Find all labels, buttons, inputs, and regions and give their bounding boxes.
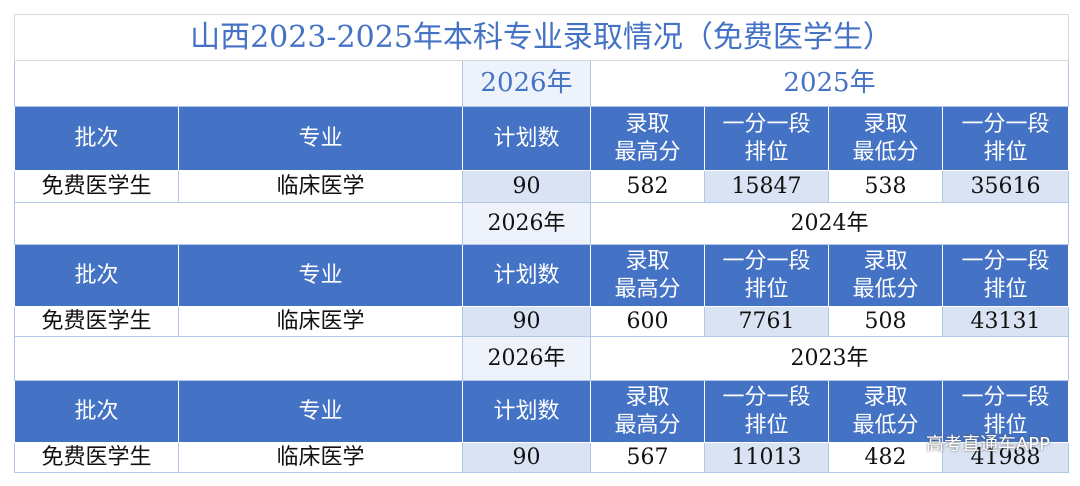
year-row: 2026年 2024年: [14, 202, 1070, 245]
empty-cell: [14, 202, 463, 245]
header-line: 排位: [744, 139, 789, 165]
column-header: 专业: [178, 380, 463, 443]
data-row: 免费医学生 临床医学 90 582 15847 538 35616: [14, 170, 1070, 203]
column-header: 录取 最高分: [590, 380, 705, 443]
data-cell: 临床医学: [178, 306, 463, 337]
column-header: 批次: [14, 380, 179, 443]
header-line: 专业: [298, 398, 343, 424]
header-line: 最低分: [852, 276, 919, 302]
header-line: 计划数: [493, 262, 560, 288]
column-header: 计划数: [462, 244, 591, 307]
column-header: 批次: [14, 106, 179, 171]
data-cell: 582: [590, 170, 705, 203]
admission-year: 2024年: [589, 202, 1070, 245]
data-cell: 15847: [704, 170, 829, 203]
plan-year: 2026年: [462, 336, 591, 381]
column-header: 批次: [14, 244, 179, 307]
column-header: 专业: [178, 106, 463, 171]
table-title: 山西2023-2025年本科专业录取情况（免费医学生）: [13, 14, 1070, 61]
header-row: 批次 专业 计划数 录取 最高分 一分一段 排位 录取 最低分 一分一段 排位: [14, 380, 1070, 443]
data-cell: 508: [828, 306, 943, 337]
data-cell: 免费医学生: [14, 306, 179, 337]
column-header: 一分一段 排位: [941, 380, 1070, 443]
data-cell: 482: [828, 442, 943, 473]
header-line: 专业: [298, 125, 343, 151]
data-cell: 567: [590, 442, 705, 473]
data-cell: 90: [462, 442, 591, 473]
header-line: 一分一段: [961, 249, 1050, 274]
header-line: 录取: [863, 112, 908, 137]
plan-year: 2026年: [462, 60, 591, 107]
empty-cell: [14, 60, 463, 107]
data-row: 免费医学生 临床医学 90 600 7761 508 43131: [14, 306, 1070, 337]
header-line: 专业: [298, 262, 343, 288]
header-line: 一分一段: [961, 112, 1050, 137]
column-header: 一分一段 排位: [704, 380, 829, 443]
data-cell: 41988: [941, 442, 1070, 473]
data-cell: 90: [462, 306, 591, 337]
data-cell: 临床医学: [178, 442, 463, 473]
column-header: 录取 最高分: [590, 106, 705, 171]
column-header: 录取 最高分: [590, 244, 705, 307]
column-header: 一分一段 排位: [941, 106, 1070, 171]
column-header: 一分一段 排位: [941, 244, 1070, 307]
data-cell: 538: [828, 170, 943, 203]
column-header: 录取 最低分: [828, 244, 943, 307]
admission-year: 2023年: [589, 336, 1070, 381]
data-cell: 11013: [704, 442, 829, 473]
column-header: 录取 最低分: [828, 380, 943, 443]
header-line: 最低分: [852, 139, 919, 165]
admission-year: 2025年: [589, 60, 1070, 107]
header-line: 录取: [863, 249, 908, 274]
header-line: 录取: [863, 385, 908, 410]
year-row: 2026年 2023年: [14, 336, 1070, 381]
header-line: 计划数: [493, 125, 560, 151]
header-row: 批次 专业 计划数 录取 最高分 一分一段 排位 录取 最低分 一分一段 排位: [14, 106, 1070, 171]
empty-cell: [14, 336, 463, 381]
data-cell: 7761: [704, 306, 829, 337]
header-line: 批次: [74, 398, 119, 424]
header-line: 最高分: [614, 412, 681, 438]
column-header: 计划数: [462, 106, 591, 171]
header-line: 一分一段: [961, 385, 1050, 410]
column-header: 一分一段 排位: [704, 106, 829, 171]
data-cell: 35616: [941, 170, 1070, 203]
header-line: 录取: [625, 112, 670, 137]
header-line: 批次: [74, 125, 119, 151]
column-header: 一分一段 排位: [704, 244, 829, 307]
column-header: 专业: [178, 244, 463, 307]
header-line: 排位: [983, 276, 1028, 302]
data-cell: 600: [590, 306, 705, 337]
year-row: 2026年 2025年: [14, 60, 1070, 107]
header-line: 一分一段: [722, 385, 811, 410]
header-line: 最低分: [852, 412, 919, 438]
header-line: 录取: [625, 385, 670, 410]
header-line: 最高分: [614, 276, 681, 302]
header-line: 排位: [744, 276, 789, 302]
header-line: 一分一段: [722, 112, 811, 137]
table-body: 山西2023-2025年本科专业录取情况（免费医学生） 2026年 2025年 批次…: [13, 14, 1070, 473]
header-line: 录取: [625, 249, 670, 274]
plan-year: 2026年: [462, 202, 591, 245]
header-line: 排位: [983, 139, 1028, 165]
data-cell: 免费医学生: [14, 442, 179, 473]
column-header: 计划数: [462, 380, 591, 443]
data-cell: 43131: [941, 306, 1070, 337]
column-header: 录取 最低分: [828, 106, 943, 171]
header-line: 排位: [983, 412, 1028, 438]
header-line: 批次: [74, 262, 119, 288]
admission-table: 山西2023-2025年本科专业录取情况（免费医学生） 2026年 2025年 批次…: [13, 14, 1070, 473]
header-line: 一分一段: [722, 249, 811, 274]
data-cell: 临床医学: [178, 170, 463, 203]
header-line: 计划数: [493, 398, 560, 424]
data-row: 免费医学生 临床医学 90 567 11013 482 41988: [14, 442, 1070, 473]
header-line: 排位: [744, 412, 789, 438]
data-cell: 90: [462, 170, 591, 203]
data-cell: 免费医学生: [14, 170, 179, 203]
watermark: 高考直通车APP: [925, 434, 1050, 455]
header-line: 最高分: [614, 139, 681, 165]
header-row: 批次 专业 计划数 录取 最高分 一分一段 排位 录取 最低分 一分一段 排位: [14, 244, 1070, 307]
